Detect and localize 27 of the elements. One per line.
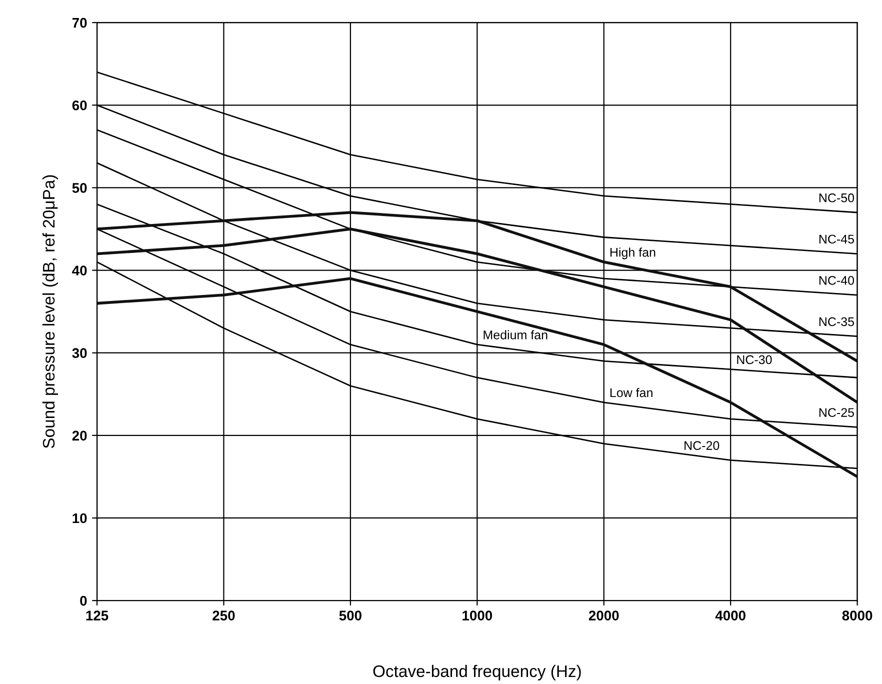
x-tick-label: 2000 <box>588 610 619 620</box>
annotation: NC-30 <box>737 355 772 364</box>
y-tick-label: 40 <box>72 266 87 276</box>
y-tick-label: 30 <box>72 348 87 358</box>
annotation: High fan <box>610 248 656 260</box>
annotation: NC-35 <box>819 317 854 326</box>
x-axis-title: Octave-band frequency (Hz) <box>373 664 581 680</box>
x-tick-label: 8000 <box>842 610 872 620</box>
x-tick-label: 250 <box>212 610 235 620</box>
x-tick-label: 4000 <box>715 610 746 620</box>
y-tick-label: 50 <box>72 183 87 193</box>
y-axis-title: Sound pressure level (dB, ref 20μPa) <box>42 175 58 448</box>
annotation: NC-40 <box>819 276 854 285</box>
y-tick-label: 0 <box>80 596 87 606</box>
annotation: NC-50 <box>819 193 854 202</box>
annotation: NC-20 <box>684 441 720 450</box>
annotation: Low fan <box>610 388 652 398</box>
y-tick-label: 70 <box>72 18 87 28</box>
y-tick-label: 20 <box>72 430 87 441</box>
y-tick-label: 10 <box>72 513 87 524</box>
x-tick-label: 125 <box>86 610 108 620</box>
x-tick-label: 1000 <box>462 610 492 620</box>
annotation: NC-45 <box>819 234 854 244</box>
annotation: Medium fan <box>484 330 548 340</box>
x-tick-label: 500 <box>339 610 362 620</box>
y-tick-label: 60 <box>72 100 87 110</box>
annotation: NC-25 <box>819 408 854 417</box>
